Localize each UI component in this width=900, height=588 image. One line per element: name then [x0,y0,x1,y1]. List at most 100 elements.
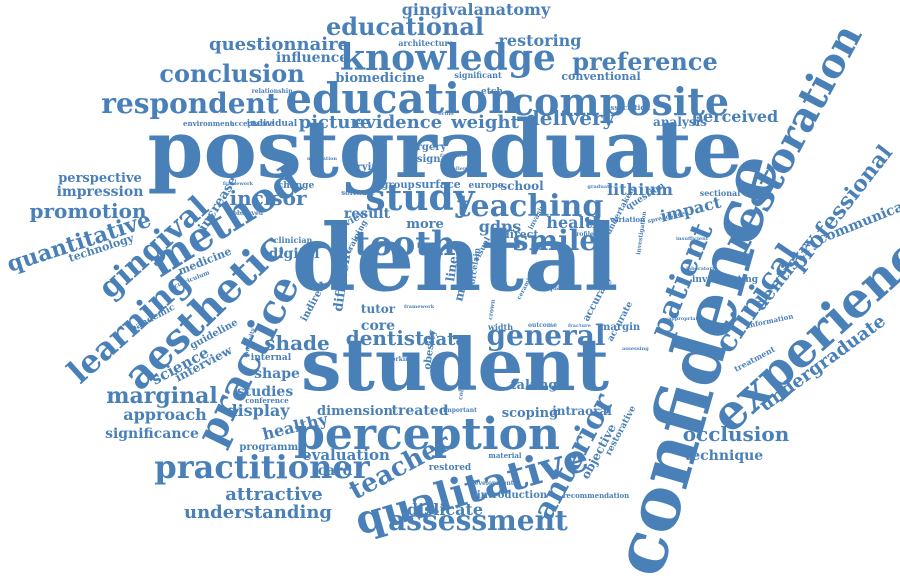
cloud-word-intraoral: intraoral [552,404,612,418]
cloud-word-significant: significant [454,70,502,80]
cloud-word-facilitate: facilitate [440,153,465,159]
cloud-word-biomedicine: biomedicine [335,71,424,86]
cloud-word-approach: approach [123,405,207,424]
cloud-word-restored: restored [429,463,472,473]
cloud-word-important: important [443,407,477,414]
cloud-word-gingivalanatomy: gingivalanatomy [402,0,551,19]
cloud-word-relationship: relationship [252,88,293,95]
cloud-word-composite: composite [511,79,729,124]
cloud-word-education: education [285,74,518,123]
cloud-word-digital: digital [268,246,319,262]
cloud-word-framework: framework [223,181,254,187]
cloud-word-understanding: understanding [184,502,332,523]
cloud-word-result: result [344,206,391,222]
cloud-word-scoping: scoping [502,406,558,421]
cloud-word-motivation: motivation [307,156,338,162]
cloud-word-change: change [278,181,315,191]
cloud-word-colour: colour [457,377,467,400]
cloud-word-programme: programme [239,442,304,453]
cloud-word-recommendation: recommendation [563,491,630,500]
cloud-word-marginal: marginal [106,383,217,409]
cloud-word-conclusion: conclusion [159,59,304,88]
cloud-word-association: association [606,103,650,112]
cloud-word-profile: profile [572,231,594,238]
cloud-word-general: general [486,319,605,352]
cloud-word-perceived: perceived [692,107,778,126]
cloud-word-analysis: analysis [653,115,707,129]
cloud-word-assessment: assessment [388,504,568,537]
cloud-word-incisor: incisor [229,186,307,210]
cloud-word-fracture: fracture [568,323,591,329]
cloud-word-crown: crown [487,299,497,321]
cloud-word-impression: impression [57,184,144,200]
cloud-word-outcome: outcome [528,322,557,329]
cloud-word-significance: significance [105,426,199,442]
cloud-word-shape: shape [254,366,300,382]
cloud-word-surface: surface [415,178,461,191]
cloud-word-practitioner: practitioner [154,448,370,486]
cloud-word-introduction: introduction [477,490,548,501]
cloud-word-varying: varying [343,162,385,173]
cloud-word-challenge: challenge [446,166,473,172]
cloud-word-preference: preference [572,47,718,76]
cloud-word-observed: observed [233,210,264,217]
cloud-word-square: square [545,285,568,292]
cloud-word-investigating: investigating [692,275,759,285]
cloud-word-weight: weight [450,112,519,133]
cloud-word-width: width [487,322,513,332]
cloud-word-taking: taking [511,378,558,393]
cloud-word-perspective: perspective [58,171,142,186]
cloud-word-technique: technique [685,448,764,464]
cloud-word-tutor: tutor [361,302,396,316]
cloud-word-core: core [361,318,395,334]
cloud-word-dentist: dentist [346,326,425,350]
cloud-word-appropriate: appropriate [668,316,701,322]
cloud-word-card: card [318,463,353,479]
cloud-word-laboratory: laboratory [686,266,716,272]
cloud-word-europe: europe [468,181,503,191]
cloud-word-display: display [226,401,290,420]
cloud-word-lithium: lithium [607,180,673,199]
cloud-word-studies: studies [237,384,294,400]
cloud-word-questionnaire: questionnaire [209,34,349,55]
cloud-word-clinician: clinician [274,235,313,245]
cloud-word-assessing: assessing [622,346,649,352]
cloud-word-acceptance: acceptance [230,119,275,128]
cloud-word-evaluation: evaluation [302,446,390,464]
cloud-word-internal: internal [251,353,292,363]
cloud-word-promotion: promotion [29,199,147,223]
cloud-word-health: health [546,213,604,232]
cloud-word-material: material [488,451,522,460]
cloud-word-surgery: surgery [404,142,448,153]
cloud-word-direct: direct [502,228,539,241]
cloud-word-etch: etch [481,87,503,97]
cloud-word-perception: perception [294,409,560,460]
cloud-word-delivery: delivery [526,106,616,130]
cloud-word-individual: individual [247,119,298,129]
cloud-word-study: study [365,177,475,219]
cloud-word-gdps: gdps [479,217,522,236]
cloud-word-knowledge: knowledge [340,37,556,79]
cloud-word-school: school [500,179,544,193]
cloud-word-educational: educational [326,12,484,41]
cloud-word-smile: smile [513,224,597,257]
cloud-word-working: working [385,356,414,363]
cloud-word-postgraduate: postgraduate [148,102,743,196]
cloud-word-sectional: sectional [700,188,741,198]
cloud-word-ortho: ortho [438,111,454,117]
cloud-word-data: data [423,329,468,350]
cloud-word-variation: variation [609,215,645,224]
cloud-word-insufficient: insufficient [676,236,709,242]
cloud-word-software: software [341,188,375,197]
cloud-word-design: design [403,154,441,165]
cloud-word-influence: influence [276,50,348,66]
cloud-word-framework: framework [404,304,435,310]
cloud-word-treated: treated [392,403,449,419]
cloud-word-occlusion: occlusion [683,422,790,446]
cloud-word-conventional: conventional [561,70,640,83]
cloud-word-picture: picture [299,112,372,133]
cloud-word-graduate: graduate [587,184,612,190]
cloud-word-shade: shade [264,331,329,355]
